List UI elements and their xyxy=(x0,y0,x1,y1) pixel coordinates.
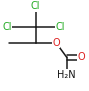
Text: O: O xyxy=(77,52,85,62)
Text: Cl: Cl xyxy=(31,1,40,11)
Text: H₂N: H₂N xyxy=(57,70,76,80)
Text: Cl: Cl xyxy=(56,22,65,32)
Text: Cl: Cl xyxy=(2,22,12,32)
Text: O: O xyxy=(52,38,60,48)
